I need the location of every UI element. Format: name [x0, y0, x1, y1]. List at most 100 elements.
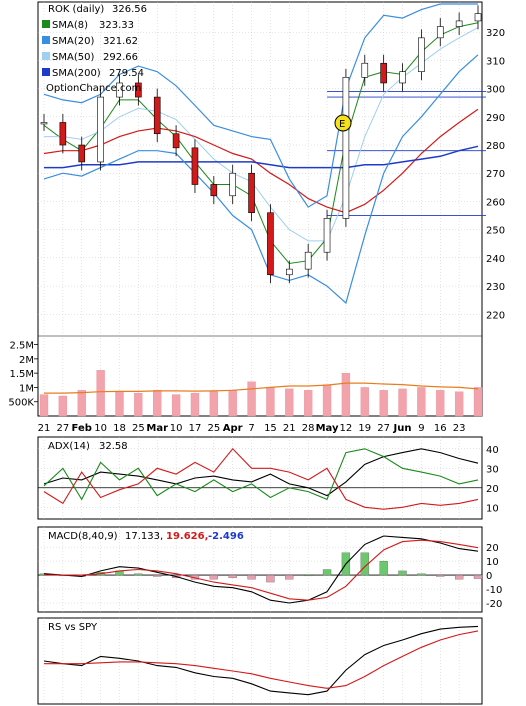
volume-bar	[115, 391, 124, 417]
chart-title: ROK (daily)	[48, 4, 104, 15]
macd-histogram-bar	[322, 569, 332, 576]
macd-y-tick-label: 0	[486, 571, 492, 582]
price-y-tick-label: 300	[486, 85, 505, 96]
earnings-marker-icon[interactable]	[334, 114, 352, 132]
x-tick-label: 27	[377, 423, 390, 434]
price-y-tick-label: 270	[486, 169, 505, 180]
price-y-tick-label: 290	[486, 113, 505, 124]
macd-hist-value: -2.496	[208, 531, 244, 542]
macd-histogram-bar	[473, 574, 483, 579]
adx-series--di	[43, 447, 479, 510]
price-y-tick-label: 250	[486, 226, 505, 237]
x-tick-label: 25	[207, 423, 220, 434]
x-tick-label: 9	[418, 423, 424, 434]
volume-bar	[96, 370, 105, 417]
volume-bar	[398, 388, 407, 417]
candle-body	[380, 62, 387, 84]
legend-sma200-value: 279.54	[109, 68, 144, 79]
adx-y-tick-label: 30	[486, 464, 499, 475]
volume-y-tick-label: 1M	[19, 383, 34, 394]
price-panel-frame	[37, 1, 483, 417]
macd-histogram-bar	[153, 574, 162, 577]
volume-y-tick-label: 1.5M	[9, 369, 34, 380]
macd-signal-line	[44, 539, 479, 601]
volume-bar	[436, 390, 445, 417]
candle-body	[474, 13, 482, 22]
rs-title: RS vs SPY	[48, 622, 98, 633]
volume-bar	[341, 372, 351, 417]
x-tick-label: 23	[453, 423, 466, 434]
x-tick-label: 28	[302, 423, 315, 434]
volume-bar	[228, 390, 237, 417]
macd-title: MACD(8,40,9)	[48, 531, 118, 542]
volume-bar	[58, 395, 68, 417]
adx-series-adx	[43, 448, 479, 497]
earnings-marker-label: E	[339, 119, 345, 130]
volume-bar	[322, 384, 332, 417]
macd-y-tick-label: -20	[486, 599, 502, 610]
x-tick-label: 21	[283, 423, 296, 434]
x-tick-label: 10	[170, 423, 183, 434]
macd-histogram-bar	[228, 574, 237, 579]
macd-y-tick-label: 20	[486, 543, 499, 554]
adx-y-tick-label: 10	[486, 503, 499, 514]
volume-y-tick-label: 2.5M	[9, 341, 34, 352]
adx-y-tick-label: 20	[486, 484, 499, 495]
macd-histogram-bar	[134, 573, 143, 576]
x-tick-label: May	[316, 423, 339, 434]
price-y-tick-label: 320	[486, 28, 505, 39]
candle-body	[418, 37, 425, 72]
macd-y-tick-label: 10	[486, 557, 499, 568]
volume-bar	[473, 387, 483, 417]
legend-sma200-name: SMA(200)	[52, 68, 101, 79]
legend-sma20-name: SMA(20)	[52, 36, 94, 47]
candle-body	[455, 20, 463, 27]
macd-histogram-bar	[398, 570, 407, 576]
price-y-tick-label: 310	[486, 56, 505, 67]
chart-last-price: 326.56	[112, 4, 147, 15]
price-y-tick-label: 240	[486, 254, 505, 265]
macd-histogram-bar	[417, 573, 426, 576]
volume-bar	[153, 390, 162, 417]
legend-swatch-sma20	[42, 36, 50, 44]
volume-average-line	[44, 382, 479, 394]
candle-body	[361, 62, 369, 78]
price-y-tick-label: 220	[486, 310, 505, 321]
x-tick-label: Apr	[223, 423, 243, 434]
price-y-tick-label: 260	[486, 197, 505, 208]
price-series-bb-upper	[43, 3, 478, 208]
candle-body	[436, 26, 444, 39]
price-series-sma-50-	[43, 108, 479, 214]
volume-bar	[247, 381, 256, 417]
legend-sma8-name: SMA(8)	[52, 20, 88, 31]
rs-average-line	[44, 630, 479, 689]
macd-histogram-bar	[454, 574, 464, 580]
legend-swatch-sma200	[42, 68, 50, 76]
volume-bar	[379, 390, 388, 417]
x-tick-label: 7	[248, 423, 254, 434]
macd-histogram-bar	[379, 560, 388, 576]
candle-body	[116, 82, 123, 98]
macd-line	[43, 535, 479, 604]
volume-bar	[266, 387, 275, 417]
volume-bar	[304, 390, 313, 417]
legend-sma8-value: 323.33	[99, 20, 134, 31]
volume-bar	[360, 387, 369, 417]
macd-y-tick-label: -10	[486, 585, 502, 596]
candle-body	[191, 147, 199, 185]
volume-y-tick-label: 500K	[8, 398, 34, 409]
legend-swatch-sma50	[42, 52, 50, 60]
volume-bar	[190, 392, 200, 417]
macd-histogram-bar	[360, 552, 369, 576]
macd-histogram-bar	[209, 574, 218, 580]
candle-body	[59, 122, 67, 146]
legend-swatch-sma8	[42, 20, 50, 28]
candle-body	[286, 268, 293, 276]
candle-body	[40, 122, 48, 125]
rs-line	[43, 625, 479, 696]
legend-sma50-name: SMA(50)	[52, 52, 94, 63]
volume-bar	[39, 394, 49, 417]
volume-bar	[77, 390, 86, 417]
x-tick-label: 21	[38, 423, 51, 434]
